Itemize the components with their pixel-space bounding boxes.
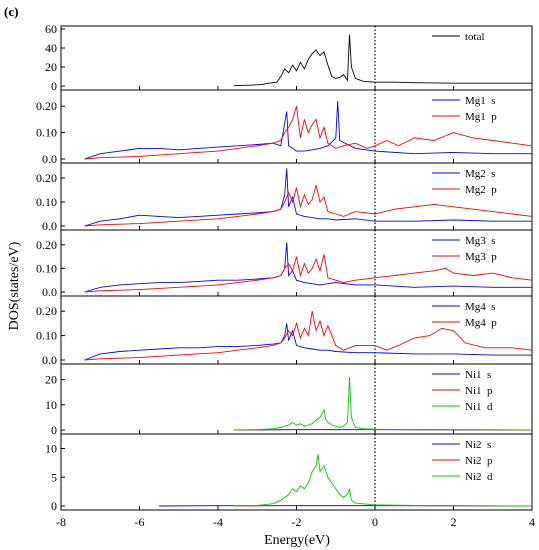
y-tick-label: 0.20 bbox=[36, 171, 57, 185]
y-tick-label: 0.20 bbox=[36, 99, 57, 113]
panel-6: 0 10 20 Ni1 s Ni1 p Ni1 d bbox=[45, 363, 533, 437]
y-tick-label: 0.10 bbox=[36, 261, 57, 275]
x-tick-label: -6 bbox=[135, 515, 145, 529]
panel-2: 0.0 0.10 0.20 Mg1 s Mg1 p bbox=[36, 89, 533, 166]
y-tick-label: 0.20 bbox=[36, 238, 57, 252]
y-tick-label: 0.0 bbox=[42, 219, 57, 233]
x-tick-label: 0 bbox=[372, 515, 378, 529]
panel-frame bbox=[60, 89, 533, 164]
series-p-line bbox=[84, 185, 533, 227]
legend-entry: Ni1 s bbox=[465, 369, 491, 381]
panel-frame bbox=[60, 25, 533, 91]
y-tick-label: 5 bbox=[51, 470, 57, 484]
legend-entry: Mg4 p bbox=[465, 317, 497, 329]
series-d-line bbox=[233, 454, 533, 507]
panel-1: 0 20 40 60 total bbox=[45, 22, 533, 93]
panel-3: 0.0 0.10 0.20 Mg2 s Mg2 p bbox=[36, 162, 533, 233]
legend-entry: Mg4 s bbox=[465, 301, 496, 313]
legend-entry: Mg1 s bbox=[465, 95, 496, 107]
legend-entry: Ni1 p bbox=[465, 385, 493, 397]
x-axis-title: Energy(eV) bbox=[264, 533, 330, 548]
series-d-line bbox=[233, 377, 533, 431]
series-s-line bbox=[84, 168, 532, 227]
panel-frame bbox=[60, 363, 533, 435]
series-p-line bbox=[84, 311, 533, 361]
y-tick-label: 20 bbox=[45, 60, 57, 74]
series-s-line bbox=[84, 100, 532, 160]
legend-entry: Mg2 s bbox=[465, 168, 496, 180]
x-tick-label: -4 bbox=[213, 515, 223, 529]
x-tick-label: -2 bbox=[292, 515, 302, 529]
y-tick-label: 0 bbox=[51, 499, 57, 513]
y-tick-label: 0.0 bbox=[42, 152, 57, 166]
y-tick-label: 0 bbox=[51, 423, 57, 437]
x-tick-label: 2 bbox=[451, 515, 457, 529]
legend-entry: Mg2 p bbox=[465, 184, 497, 196]
y-tick-label: 0.0 bbox=[42, 285, 57, 299]
x-tick-label: 4 bbox=[529, 515, 535, 529]
series-p-line bbox=[84, 254, 533, 293]
y-tick-label: 40 bbox=[45, 41, 57, 55]
y-tick-label: 0.10 bbox=[36, 126, 57, 140]
legend-entry: Ni2 s bbox=[465, 439, 491, 451]
panel-frame bbox=[60, 433, 533, 511]
panel-7: 0 5 10 Ni2 s Ni2 p Ni2 d bbox=[45, 433, 533, 513]
legend-entry: Mg1 p bbox=[465, 111, 497, 123]
series-s-line bbox=[84, 242, 532, 293]
y-tick-label: 10 bbox=[45, 398, 57, 412]
y-tick-label: 0.0 bbox=[42, 353, 57, 367]
y-tick-label: 20 bbox=[45, 373, 57, 387]
x-tick-label: -8 bbox=[56, 515, 66, 529]
series-total-line bbox=[233, 34, 532, 87]
y-tick-label: 60 bbox=[45, 22, 57, 36]
y-axis-title: DOS(states/eV) bbox=[7, 241, 22, 330]
y-tick-label: 0 bbox=[51, 79, 57, 93]
legend-entry: Mg3 p bbox=[465, 251, 497, 263]
panel-5: 0.0 0.10 0.20 Mg4 s Mg4 p bbox=[36, 295, 533, 367]
y-tick-label: 0.10 bbox=[36, 329, 57, 343]
legend-entry: Ni2 d bbox=[465, 471, 493, 483]
panel-4: 0.0 0.10 0.20 Mg3 s Mg3 p bbox=[36, 229, 533, 299]
series-p-line bbox=[84, 106, 533, 160]
legend-entry: Mg3 s bbox=[465, 235, 496, 247]
legend-entry: Ni2 p bbox=[465, 455, 493, 467]
y-tick-label: 0.20 bbox=[36, 304, 57, 318]
y-tick-label: 10 bbox=[45, 442, 57, 456]
legend-entry: total bbox=[465, 31, 485, 43]
y-tick-label: 0.10 bbox=[36, 195, 57, 209]
panel-label: (c) bbox=[4, 4, 18, 19]
legend-entry: Ni1 d bbox=[465, 401, 493, 413]
